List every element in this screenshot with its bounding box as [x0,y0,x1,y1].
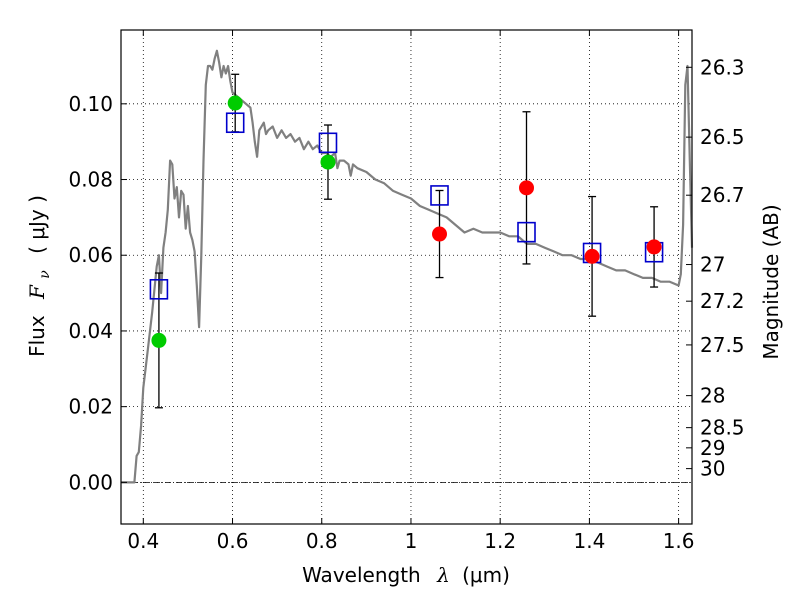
y-tick-label: 0.10 [68,92,113,116]
mag-tick-label: 29 [700,436,725,460]
model-spectrum-layer [121,49,694,484]
mag-tick-label: 26.5 [700,125,745,149]
mag-tick-label: 28.5 [700,416,745,440]
y-tick-label: 0.00 [68,470,113,494]
model-photometry-box [517,221,536,243]
red-data-point [584,248,600,264]
mag-tick-label: 27.5 [700,333,745,357]
mag-tick-label: 27.2 [700,289,745,313]
y-axis-label-symbol: F [25,284,49,300]
x-tick-label: 1.2 [484,529,516,553]
model-photometry-box [225,112,245,134]
red-data-point [518,180,534,196]
x-tick-label: 0.6 [217,529,249,553]
red-data-point [646,239,662,255]
model-spectrum-line [121,49,694,484]
green-data-point [151,332,167,348]
model-photometry-layer [149,112,664,300]
y-tick-label: 0.04 [68,319,113,343]
axis-ticks-layer: 0.4 0.6 0.8 1 1.2 1.4 1.6 0.00 0.02 0.04 0.06 0.08 0… [68,30,745,553]
observed-points-layer [151,95,662,348]
mag-tick-label: 27 [700,253,725,277]
mag-tick-label: 28 [700,384,725,408]
x-tick-label: 0.8 [306,529,338,553]
x-tick-label: 1 [405,529,418,553]
y2-axis-label: Magnitude (AB) [759,204,783,359]
y-tick-label: 0.06 [68,243,113,267]
mag-tick-label: 26.3 [700,55,745,79]
error-bars-layer [154,73,659,409]
y-axis-label-unit: ( μJy ) [25,195,49,254]
x-axis-label: Wavelength λ (μm) [302,563,510,587]
x-axis-label-symbol: λ [436,563,450,587]
x-tick-label: 1.6 [663,529,695,553]
model-photometry-box [430,185,449,206]
model-photometry-box [149,279,169,300]
plot-frame [120,29,693,525]
mag-tick-label: 26.7 [700,183,745,207]
x-axis-label-text: Wavelength [302,563,421,587]
y-axis-label: Flux F ν ( μJy ) [25,195,54,357]
green-data-point [320,154,336,170]
green-data-point [227,95,243,111]
x-axis-label-unit: (μm) [462,563,510,587]
model-photometry-box [318,132,338,154]
mag-tick-label: 30 [700,457,725,481]
y-tick-label: 0.02 [68,395,113,419]
y-axis-label-text: Flux [25,315,49,357]
grid-lines [121,30,692,524]
x-tick-label: 0.4 [127,529,159,553]
red-data-point [432,226,448,242]
x-tick-label: 1.4 [573,529,605,553]
y-tick-label: 0.08 [68,168,113,192]
y-axis-label-subscript: ν [37,270,53,279]
